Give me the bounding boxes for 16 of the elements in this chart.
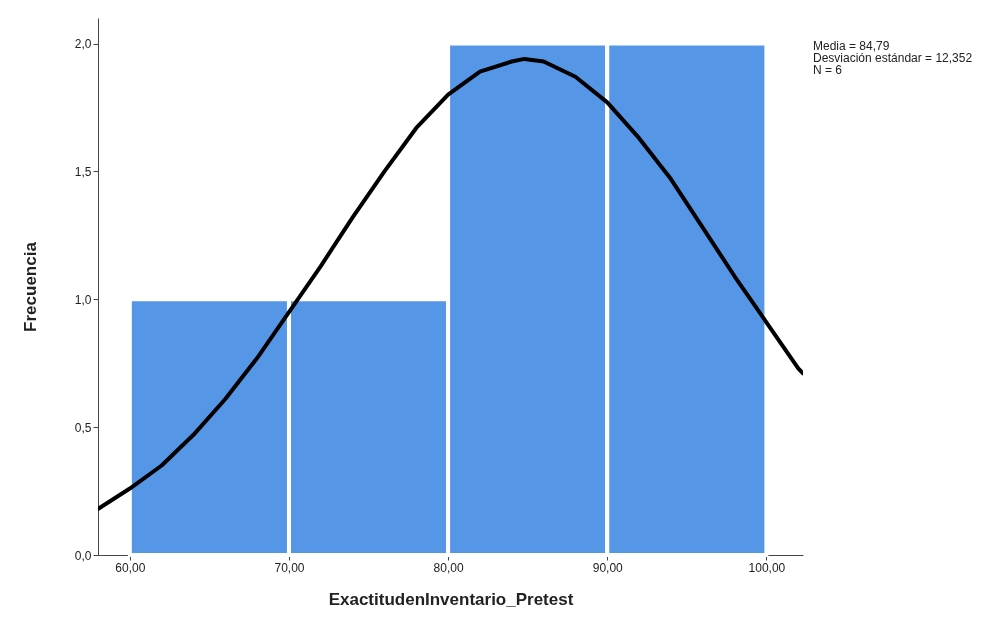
text: Desviación estándar = 12,352 bbox=[813, 51, 973, 65]
x-tick-label: 80,00 bbox=[433, 560, 464, 575]
x-tick-label: 60,00 bbox=[115, 560, 146, 575]
x-tick-label: 90,00 bbox=[592, 560, 624, 575]
y-tick-label: 0,5 bbox=[74, 420, 92, 435]
y-tick-label: 2,0 bbox=[74, 37, 92, 52]
x-tick-label: 70,00 bbox=[274, 560, 305, 575]
y-tick-label: 1,5 bbox=[74, 164, 92, 179]
y-tick-label: 1,0 bbox=[74, 292, 92, 307]
y-axis-title: Frecuencia bbox=[20, 241, 40, 332]
x-tick-label: 100,00 bbox=[748, 560, 786, 575]
line-series bbox=[98, 56, 803, 511]
y-tick-label: 0,0 bbox=[74, 548, 92, 563]
text: N = 6 bbox=[813, 63, 843, 77]
x-axis-title: ExactitudenInventario_Pretest bbox=[328, 589, 574, 609]
text: Media = 84,79 bbox=[813, 39, 890, 53]
